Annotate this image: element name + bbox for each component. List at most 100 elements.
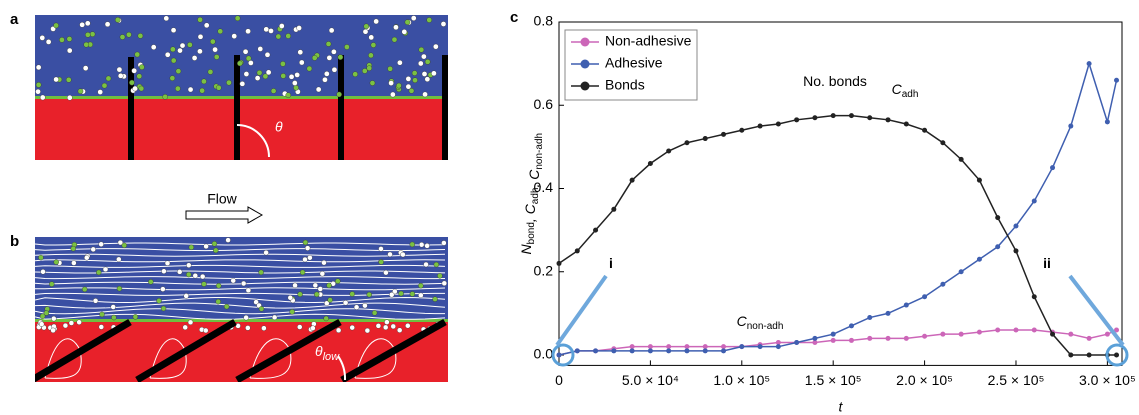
particle [302,239,309,246]
particle [97,89,103,95]
particle [110,304,116,310]
particle [398,290,404,297]
particle [163,15,170,22]
particle [364,327,371,334]
annotation: No. bonds [803,73,867,89]
particle [136,73,143,80]
particle [160,286,166,292]
series-line [558,61,1118,356]
data-point [666,148,672,154]
particle [35,88,41,95]
particle [302,256,308,263]
data-point [593,227,599,233]
particle [53,22,59,29]
particle [177,269,183,275]
particle [38,254,44,261]
data-point [666,344,672,350]
particle [408,88,415,94]
particle [98,324,104,330]
particle [421,71,428,77]
data-point [922,127,928,133]
particle [378,246,384,252]
data-point [684,140,690,146]
particle [156,298,162,304]
particle [325,41,332,47]
particle [366,65,373,71]
particle [245,28,251,35]
particle [215,283,222,289]
legend-marker [580,59,590,69]
particle [344,44,350,50]
particle [89,31,96,37]
data-point [775,344,781,350]
particle [331,49,337,55]
particle [292,80,298,86]
particle [243,314,249,321]
data-point [958,156,964,162]
particle [368,52,374,59]
particle [335,327,342,334]
data-point [812,340,818,346]
data-point [1031,198,1037,204]
particle [390,323,396,330]
particle [258,306,265,312]
data-point [556,352,562,358]
annotation-part-sub: non-adh [747,321,784,332]
particle [412,77,418,83]
data-point [903,335,909,341]
annotation: Cnon-adh [737,313,784,332]
particle [197,16,203,23]
particle [297,291,303,297]
data-point [794,340,800,346]
particle [160,305,167,312]
data-point [812,115,818,121]
particle [101,82,108,89]
particle [304,245,311,251]
particle [349,324,355,331]
y-tick-label: 0.8 [534,13,554,29]
data-point [721,348,727,354]
y-tick-label: 0.6 [534,96,554,112]
particle [292,282,298,289]
particle [418,242,425,248]
data-point [721,131,727,137]
particle [242,48,249,55]
particle [401,29,408,35]
data-point [812,335,818,341]
particle [245,287,252,294]
particle [391,36,398,43]
particle [362,28,369,35]
particle [83,41,90,48]
particle [265,69,272,76]
particle [66,36,73,42]
y-label-part: , C [526,169,542,188]
particle [299,269,306,276]
panel-label: b [10,233,19,250]
particle [418,282,424,289]
data-point [922,294,928,300]
particle [382,324,389,331]
particle [389,292,395,298]
particle [422,91,428,98]
legend-label: Bonds [605,77,645,93]
data-point [629,344,635,350]
data-point [647,344,653,350]
y-label-part: N [518,243,534,254]
particle [256,69,263,76]
data-point [611,348,617,354]
particle [296,25,302,31]
particle [119,34,126,40]
particle [164,51,171,58]
particle [349,291,355,297]
particle [235,323,241,329]
particle [35,64,42,71]
streamline [35,297,446,303]
particle [323,315,329,322]
data-point [666,348,672,354]
particle [375,323,382,329]
pointer-arrow [1068,274,1125,347]
particle [424,59,431,65]
particle [280,61,286,67]
particle [104,21,111,28]
particle [396,82,402,89]
